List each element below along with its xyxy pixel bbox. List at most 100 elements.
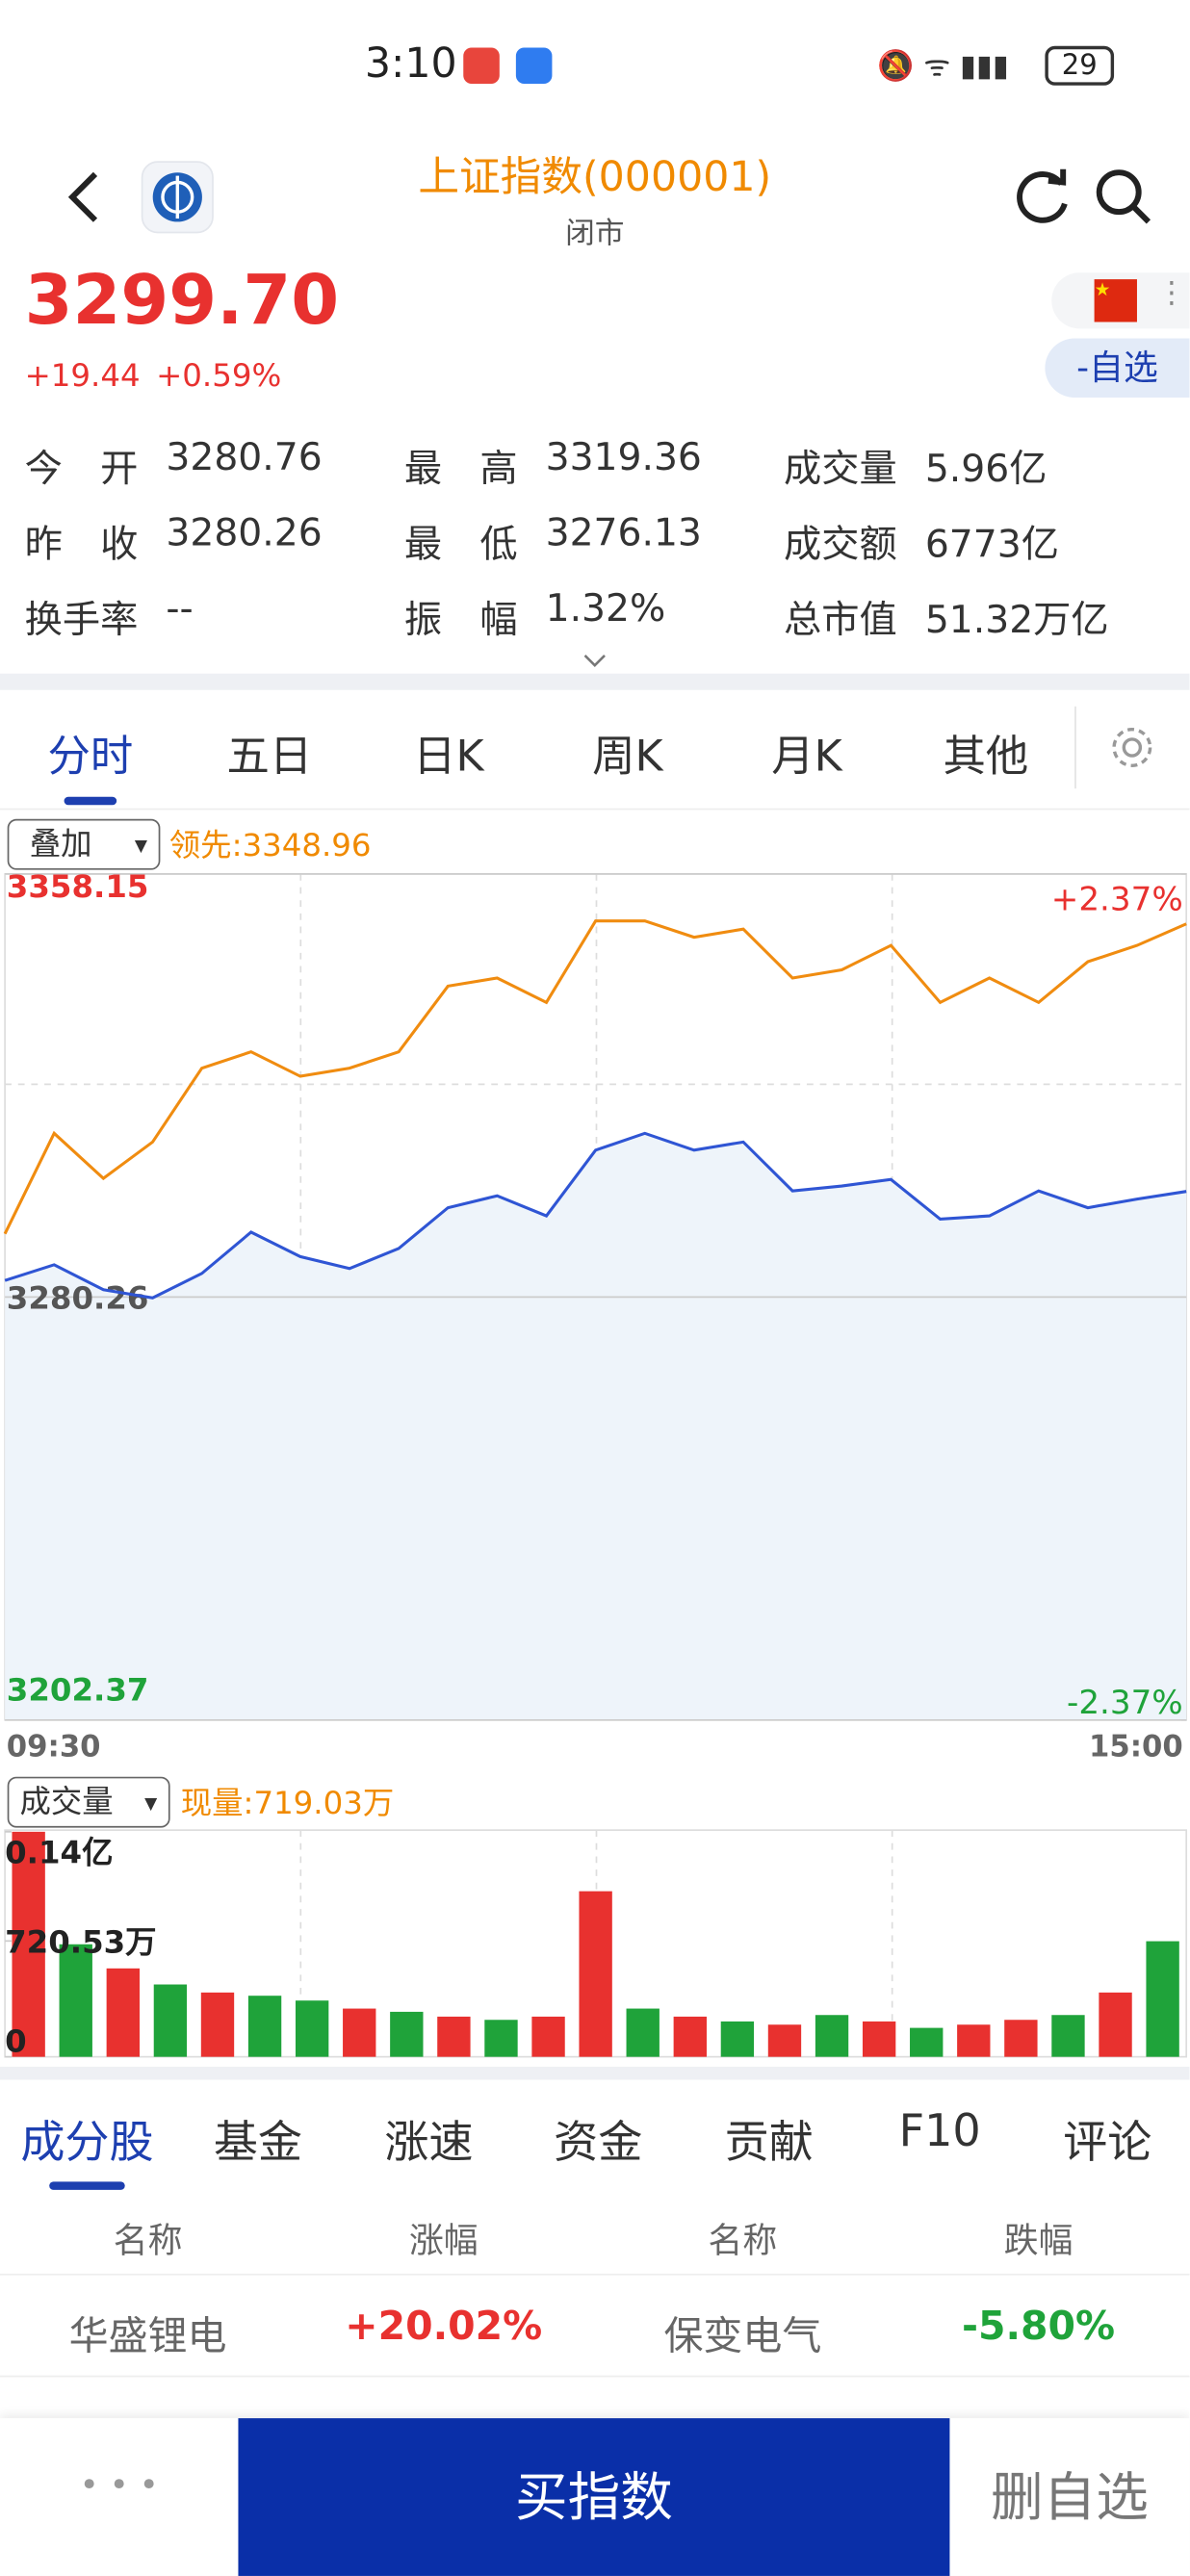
y-tick-label: 720.53万 [5, 1923, 156, 1960]
table-cell: +20.02% [345, 2303, 543, 2350]
volume-bar [1051, 2015, 1085, 2057]
table-header: 涨幅 [408, 2221, 479, 2261]
area-fill [5, 1133, 1187, 1720]
overlay-select-text: 叠加 [30, 825, 92, 862]
market-status: 闭市 [565, 217, 625, 252]
volume-bar [200, 1992, 235, 2057]
volume-bar [1004, 2020, 1038, 2057]
stat-label: 成交量 [784, 448, 897, 492]
volume-bar [862, 2021, 896, 2057]
list-tab[interactable]: 基金 [213, 2117, 303, 2169]
divider [1074, 706, 1076, 789]
y-tick-label: 0 [5, 2023, 27, 2060]
period-tab[interactable]: 分时 [47, 733, 134, 783]
select-arrow: ▼ [135, 837, 148, 856]
volume-bar [1099, 1992, 1132, 2057]
app-icon [463, 47, 500, 85]
volume-bar [437, 2016, 471, 2057]
separator [0, 2066, 1190, 2080]
stat-label: 换手率 [24, 599, 139, 643]
x-tick-label: 09:30 [7, 1729, 101, 1764]
period-tab[interactable]: 日K [413, 733, 484, 783]
buy-button[interactable]: 买指数 [238, 2418, 950, 2576]
stat-value: 51.32万亿 [924, 599, 1109, 643]
stat-label: 昨 收 [24, 524, 139, 567]
volume-bar [626, 2008, 660, 2057]
volume-bar [673, 2016, 707, 2057]
logo [141, 161, 214, 234]
clock: 3:10 [364, 39, 457, 88]
table-cell: -5.80% [962, 2303, 1116, 2350]
volume-bar [106, 1968, 141, 2057]
y-tick-label: 3358.15 [7, 868, 149, 905]
volume-bar [59, 1944, 92, 2057]
volume-bar [957, 2024, 991, 2057]
current-volume: 现量:719.03万 [181, 1785, 395, 1821]
change-percent: +0.59% [156, 358, 282, 395]
y2-tick-label: +2.37% [1051, 880, 1183, 918]
volume-bar [153, 1984, 188, 2057]
signal-icons: 🔕 ᯤ ▮▮▮ [877, 49, 1009, 85]
refresh-button[interactable] [1009, 165, 1074, 230]
volume-select[interactable] [7, 1776, 170, 1828]
table-cell[interactable]: 华盛锂电 [68, 2312, 227, 2359]
stat-value: 5.96亿 [924, 448, 1048, 492]
volume-bar [343, 2008, 376, 2057]
volume-select-text: 成交量 [19, 1783, 113, 1819]
stat-label: 总市值 [784, 599, 897, 643]
period-tab[interactable]: 周K [592, 733, 663, 783]
search-button[interactable] [1091, 165, 1156, 230]
settings-button[interactable] [1107, 723, 1156, 772]
list-tab[interactable]: 成分股 [20, 2117, 154, 2169]
price: 3299.70 [24, 259, 340, 341]
flag-box: ★ ⋮ [1051, 272, 1190, 329]
more-button[interactable]: • • • [79, 2463, 159, 2504]
period-tab[interactable]: 其他 [943, 733, 1029, 783]
select-arrow: ▼ [144, 1794, 158, 1814]
list-tab[interactable]: 评论 [1063, 2117, 1152, 2169]
remove-watch-button[interactable]: 删自选 [991, 2465, 1149, 2529]
divider [0, 808, 1190, 811]
stat-value: 3280.26 [166, 512, 323, 555]
table-header: 跌幅 [1003, 2221, 1074, 2261]
period-tab[interactable]: 五日 [226, 733, 313, 783]
volume-bar [579, 1891, 612, 2057]
stat-value: 1.32% [545, 587, 666, 631]
stat-value: 6773亿 [924, 524, 1059, 567]
table-header: 名称 [708, 2221, 778, 2261]
volume-bar [531, 2016, 565, 2057]
tab-underline [64, 796, 117, 806]
tab-underline [49, 2181, 125, 2190]
price-line [3, 919, 1187, 1235]
y-tick-label: 3202.37 [7, 1671, 149, 1708]
list-tab[interactable]: 贡献 [724, 2117, 814, 2169]
volume-bar [1146, 1941, 1179, 2057]
volume-bar [910, 2027, 944, 2057]
overlay-select[interactable] [7, 818, 161, 870]
y-tick-label: 0.14亿 [5, 1834, 113, 1870]
stat-label: 最 低 [403, 524, 518, 567]
back-button[interactable] [59, 165, 108, 230]
x-tick-label: 15:00 [1089, 1729, 1183, 1764]
list-tab[interactable]: 涨速 [384, 2117, 474, 2169]
period-tab[interactable]: 月K [771, 733, 842, 783]
y-tick-label: 3280.26 [7, 1279, 149, 1316]
volume-bar [815, 2015, 849, 2057]
leader-label: 领先:3348.96 [169, 827, 372, 863]
watch-button[interactable]: -自选 [1045, 338, 1190, 398]
volume-bar [12, 1831, 45, 2057]
stat-value: 3280.76 [166, 436, 323, 480]
stat-label: 最 高 [403, 448, 518, 492]
volume-bar [247, 1996, 282, 2057]
list-tab[interactable]: F10 [898, 2105, 981, 2157]
table-cell[interactable]: 保变电气 [663, 2312, 822, 2359]
stat-value: 3276.13 [545, 512, 702, 555]
stat-value: 3319.36 [545, 436, 702, 480]
volume-bar [390, 2011, 424, 2057]
list-tab[interactable]: 资金 [554, 2117, 643, 2169]
expand-arrow[interactable] [582, 651, 608, 670]
stat-label: 今 开 [24, 448, 139, 492]
